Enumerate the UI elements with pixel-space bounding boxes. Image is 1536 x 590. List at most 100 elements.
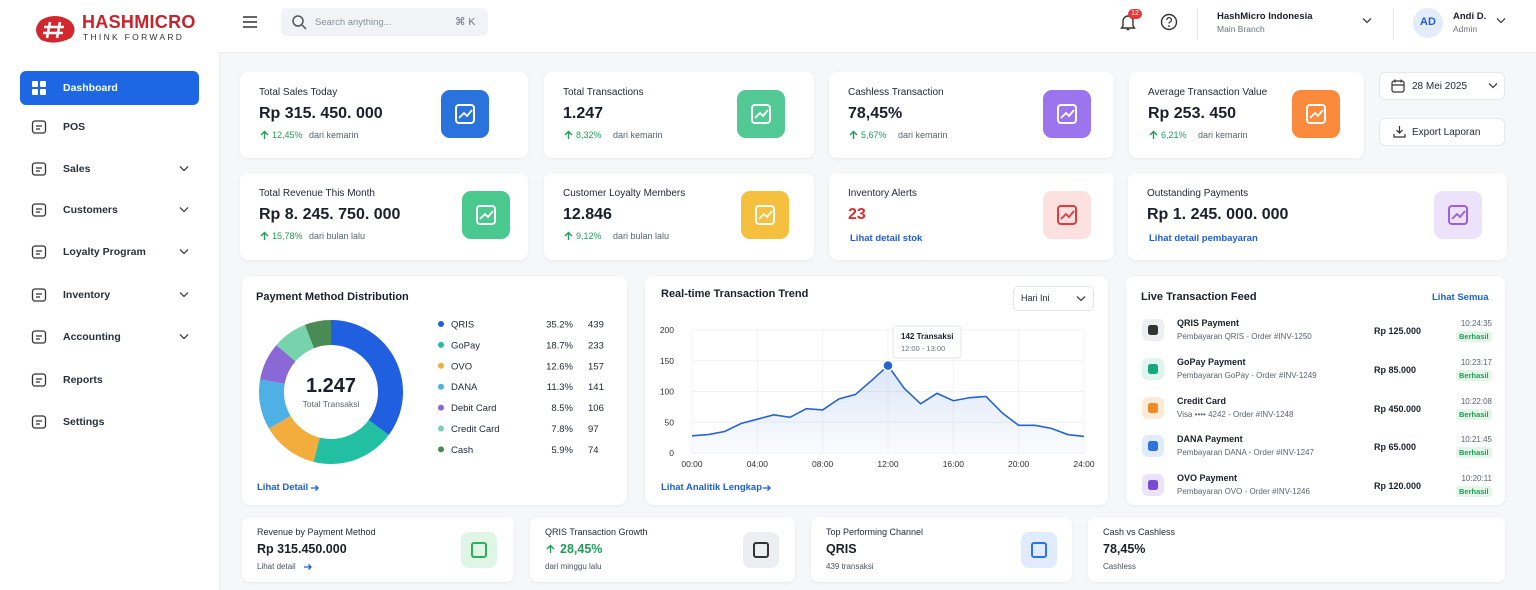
icon-part: [179, 166, 189, 172]
search-box: [281, 8, 488, 36]
header-divider: [1393, 8, 1394, 40]
icon-part: [455, 104, 475, 124]
payment-distribution-card: [242, 276, 627, 505]
icon-part: [31, 288, 47, 302]
icon-part: [476, 205, 496, 225]
right-arrow: [304, 564, 312, 570]
icon-part: [479, 210, 494, 220]
chart-link[interactable]: Lihat Detail: [257, 482, 309, 493]
nav-label[interactable]: Dashboard: [63, 82, 118, 94]
feed-amount: Rp 120.000: [1374, 481, 1422, 492]
feed-amount: Rp 65.000: [1374, 442, 1417, 453]
icon-part: [1391, 80, 1405, 93]
kpi-title: Total Sales Today: [259, 87, 338, 98]
kpi-change: 8,32%: [576, 130, 602, 140]
nav-icon: [31, 120, 47, 134]
icon-part: [301, 24, 307, 30]
summary-value: Rp 315.450.000: [257, 542, 347, 556]
nav-label[interactable]: Accounting: [63, 331, 121, 343]
summary-title: Revenue by Payment Method: [257, 527, 376, 537]
up-arrow: [564, 130, 573, 139]
kpi-icon: [741, 191, 789, 239]
summary-note: Cashless: [1103, 562, 1136, 571]
summary-icon: [743, 532, 779, 568]
kpi-title: Average Transaction Value: [1148, 87, 1268, 98]
icon-part: [32, 89, 38, 95]
feed-time: 10:23:17: [1460, 357, 1492, 367]
nav-label[interactable]: Sales: [63, 163, 91, 175]
feed-detail: Pembayaran OVO - Order #INV-1246: [1177, 487, 1310, 497]
kpi-value: Rp 1. 245. 000. 000: [1147, 206, 1289, 223]
feed-status: Berhasil: [1456, 486, 1492, 498]
search-icon: [292, 15, 307, 30]
icon-part: [763, 485, 771, 491]
nav-label[interactable]: Customers: [63, 204, 118, 216]
kpi-change: 15,78%: [272, 231, 303, 241]
brand-name: HASHMICRO: [82, 12, 196, 32]
summary-value: QRIS: [826, 542, 857, 556]
nav-icon: [31, 288, 47, 302]
export-icon: [1393, 126, 1406, 138]
feed-method: DANA Payment: [1177, 434, 1243, 445]
summary-note[interactable]: Lihat detail: [257, 562, 296, 571]
nav-label[interactable]: Inventory: [63, 289, 111, 301]
chart-link[interactable]: Lihat Analitik Lengkap: [661, 482, 762, 493]
feed-detail: Pembayaran DANA - Order #INV-1247: [1177, 448, 1314, 458]
icon-part: [260, 231, 269, 240]
feed-amount: Rp 125.000: [1374, 326, 1422, 336]
kpi-title: Outstanding Payments: [1147, 188, 1249, 199]
nav-label[interactable]: POS: [63, 121, 86, 133]
icon-part: [471, 542, 487, 558]
summary-value: 28,45%: [560, 542, 603, 556]
user-chevron: [1496, 18, 1506, 24]
nav-label[interactable]: Settings: [63, 416, 105, 428]
icon-part: [461, 532, 497, 568]
kpi-icon: [1043, 191, 1091, 239]
chart-title: Real-time Transaction Trend: [661, 288, 809, 300]
icon-part: [1057, 205, 1077, 225]
nav-label[interactable]: Reports: [63, 374, 103, 386]
period-select[interactable]: [1013, 286, 1094, 311]
kpi-link[interactable]: Lihat detail pembayaran: [1149, 233, 1258, 244]
search-placeholder[interactable]: Search anything...: [315, 17, 392, 28]
branch-name: Main Branch: [1217, 24, 1265, 34]
feed-link[interactable]: Lihat Semua: [1432, 292, 1489, 303]
summary-note: 439 transaksi: [826, 562, 874, 571]
icon-part: [1306, 104, 1326, 124]
icon-part: [36, 167, 42, 172]
icon-part: [1060, 210, 1075, 220]
summary-title: Top Performing Channel: [826, 527, 924, 537]
feed-detail: Visa •••• 4242 - Order #INV-1248: [1177, 409, 1294, 419]
summary-note: dari minggu lalu: [545, 562, 602, 571]
icon-part: [751, 104, 771, 124]
summary-card: [1088, 517, 1505, 582]
kpi-title: Total Revenue This Month: [259, 188, 375, 199]
feed-method: OVO Payment: [1177, 473, 1238, 484]
feed-icon: [1142, 435, 1164, 458]
nav-chevron: [179, 334, 189, 340]
notification-badge: 12: [1128, 9, 1142, 19]
kpi-icon: [462, 191, 510, 239]
feed-title: Live Transaction Feed: [1141, 291, 1257, 303]
kpi-value: Rp 253. 450: [1148, 105, 1237, 122]
icon-part: [179, 207, 189, 213]
feed-status: Berhasil: [1456, 331, 1492, 342]
chart-title: Payment Method Distribution: [256, 291, 409, 303]
help-icon: [1160, 13, 1178, 31]
icon-part: [1148, 363, 1158, 374]
icon-part: [1496, 18, 1506, 24]
icon-part: [743, 532, 779, 568]
kpi-link[interactable]: Lihat detail stok: [850, 233, 923, 244]
icon-part: [1451, 210, 1466, 220]
kpi-change-note: dari kemarin: [898, 130, 948, 140]
nav-label[interactable]: Loyalty Program: [63, 246, 146, 258]
date-picker[interactable]: [1379, 72, 1505, 100]
icon-part: [179, 249, 189, 255]
up-arrow: [260, 130, 269, 139]
icon-part: [179, 292, 189, 298]
icon-part: [755, 205, 775, 225]
date-value: 28 Mei 2025: [1412, 81, 1468, 92]
user-role: Admin: [1453, 24, 1478, 34]
icon-part: [36, 378, 42, 383]
icon-part: [546, 544, 555, 553]
